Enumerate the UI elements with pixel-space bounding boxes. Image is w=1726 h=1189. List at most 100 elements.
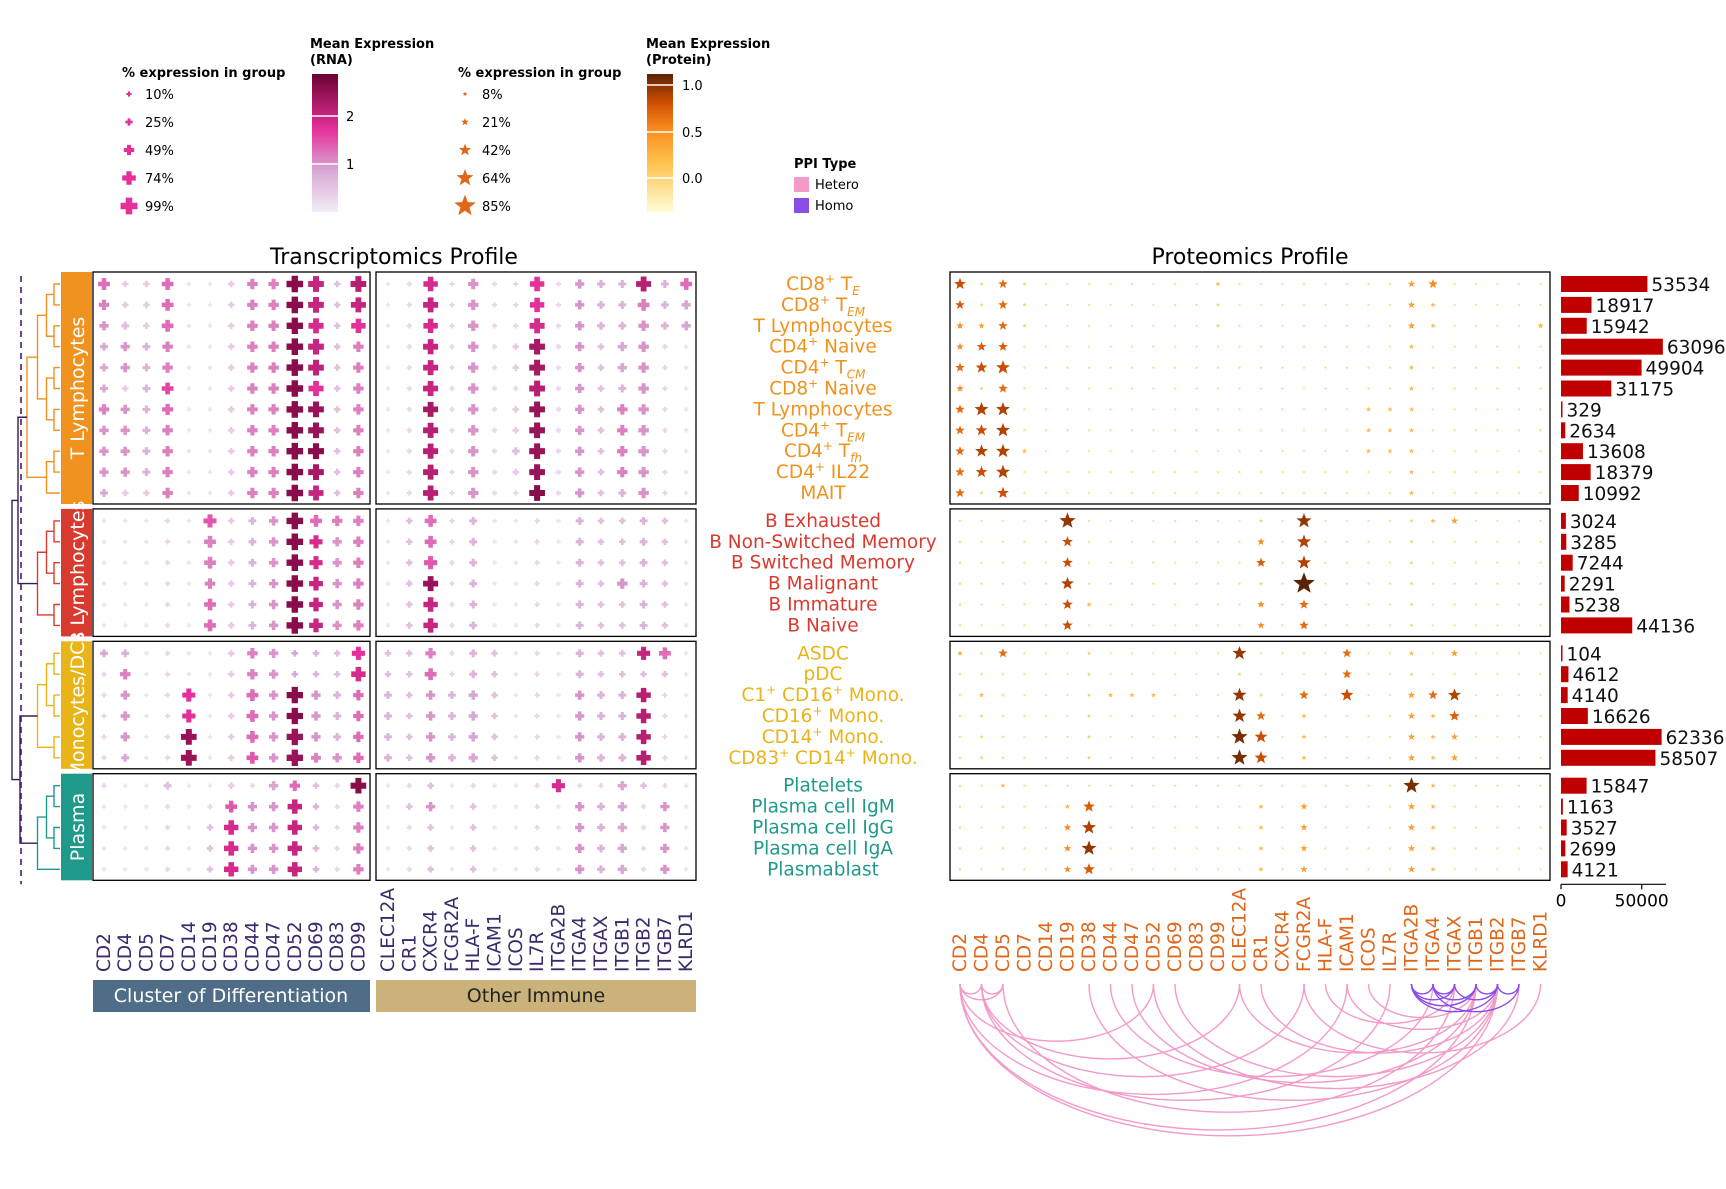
protein-dot [1259,323,1263,328]
count-label: 1163 [1567,798,1614,819]
legend-protein-size-label: 42% [482,144,511,159]
protein-dot [1044,560,1048,565]
legend-ppi-title: PPI Type [794,157,857,172]
protein-dot [996,464,1010,479]
rna-dot [248,516,257,525]
rna-dot [575,404,585,414]
protein-dot [1366,735,1371,739]
rna-dot [121,321,130,330]
rna-dot [120,690,130,700]
cell-type-label: CD16+ Mono. [762,704,885,727]
protein-dot [1431,491,1435,495]
legend-rna-color: Mean Expression (RNA) 2 1 [310,37,434,212]
protein-dot [1001,539,1005,544]
rna-dot [142,426,151,435]
protein-dot [1517,867,1521,871]
rna-dot [227,559,235,566]
protein-dot [1130,783,1134,788]
protein-dot [1323,867,1328,871]
protein-dot [1538,560,1543,565]
rna-dot [597,865,605,874]
rna-dot [617,578,628,589]
count-bar [1561,596,1570,613]
rna-dot [491,754,498,762]
count-bar [1561,645,1563,662]
rna-dot [120,711,130,721]
protein-dot [1000,867,1006,872]
protein-dot [1495,470,1500,474]
protein-dot [957,783,963,788]
rna-dot [333,427,341,434]
rna-dot [513,804,519,809]
rna-gene-label: CD14 [179,921,200,972]
rna-dot [99,467,109,477]
rna-dot [333,364,341,371]
cell-type-label: Plasma cell IgA [753,838,893,859]
dendrogram-branch [53,694,60,717]
count-bar [1561,422,1566,439]
protein-dot [1517,560,1521,565]
rna-dot [206,866,214,873]
rna-dot [350,297,366,313]
protein-dot [1258,581,1264,586]
protein-dot [1194,560,1199,565]
protein-dot [1538,407,1543,411]
rna-dot [247,278,258,290]
protein-dot [1215,302,1221,307]
rna-dot [449,783,455,789]
rna-dot [406,691,413,699]
rna-dot [310,515,322,527]
rna-dot [469,621,478,630]
protein-dot [1216,386,1220,390]
rna-dot [619,650,626,657]
protein-dot [1237,825,1242,829]
protein-dot [1366,825,1371,829]
protein-gene-label: CXCR4 [1273,910,1294,972]
protein-dot [1216,783,1220,788]
rna-dot [406,845,412,852]
protein-dot [1150,692,1157,698]
cd-band-label: Cluster of Differentiation [114,985,348,1007]
protein-dot [996,422,1010,437]
legend-protein-color: Mean Expression (Protein) 1.0 0.5 0.0 [646,37,770,212]
protein-dot [1194,519,1199,523]
ppi-edge-hetero [980,983,1391,1102]
rna-dot [269,843,279,853]
protein-dot [1323,783,1328,788]
count-label: 3024 [1570,512,1617,533]
protein-dot [974,402,989,416]
dendrogram-branch [53,785,60,808]
rna-dot [513,650,519,656]
protein-dot [1408,490,1415,496]
protein-dot [1130,323,1134,328]
rna-dot [617,342,627,352]
protein-dot [1151,846,1156,850]
dendrogram-branch [53,603,60,627]
dendrogram-branch [53,736,60,759]
protein-dot [955,299,965,309]
rna-dot [291,650,299,657]
rna-gene-label: CD83 [327,921,348,972]
rna-dot [269,648,279,658]
rna-dot [333,406,341,413]
rna-dot [353,752,364,764]
rna-dot [122,804,128,809]
protein-dot [1022,714,1027,718]
protein-dot [1430,518,1436,524]
protein-dot [1151,470,1156,474]
protein-dot [1538,449,1543,453]
rna-dot [385,427,391,433]
protein-dot [1237,407,1242,411]
protein-dot [1431,407,1435,411]
rna-dot [247,362,258,373]
rna-dot [423,401,439,417]
protein-dot [1108,282,1113,286]
protein-dot [1450,517,1459,525]
protein-dot [1495,539,1500,544]
protein-dot [1194,783,1199,788]
protein-dot [1300,802,1308,810]
rna-dot [100,489,108,497]
protein-dot [1065,651,1070,655]
group-label-3: Plasma [67,793,89,861]
rna-dot [575,425,585,435]
